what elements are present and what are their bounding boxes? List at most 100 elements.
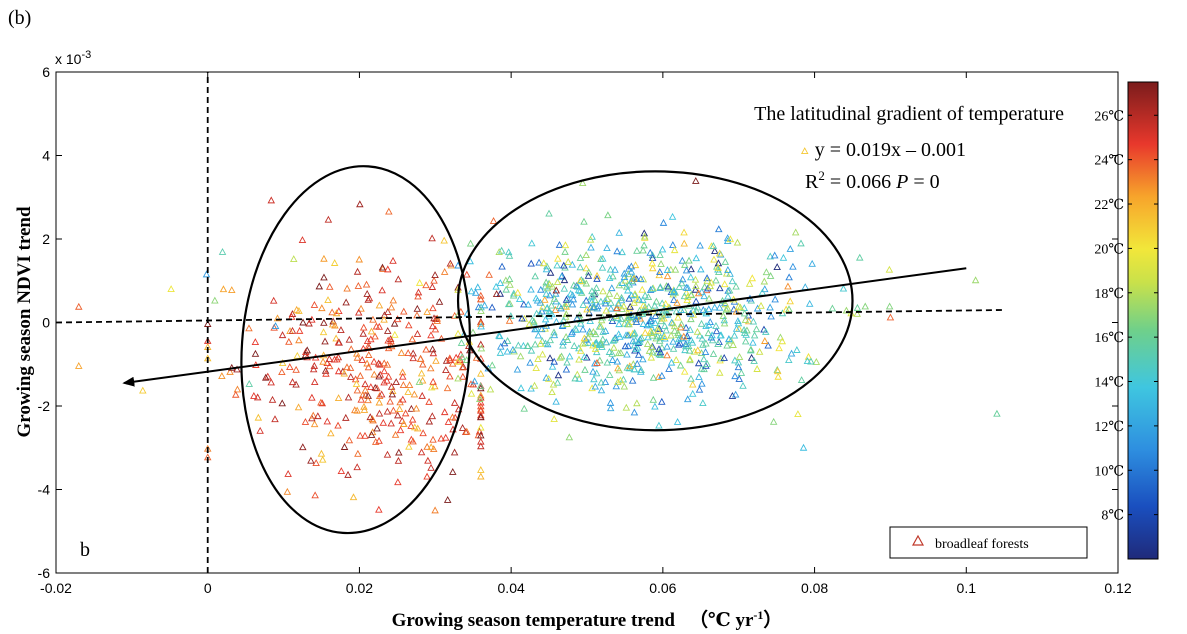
data-point-warm xyxy=(353,406,361,414)
data-point-cool xyxy=(692,297,700,305)
data-point-cool xyxy=(724,265,732,273)
data-point-warm xyxy=(440,408,449,416)
data-point-cool xyxy=(546,354,554,362)
data-point-cool xyxy=(580,334,589,342)
data-point-warm xyxy=(328,308,336,316)
data-point-warm xyxy=(384,307,392,315)
data-point-warm xyxy=(437,434,445,442)
data-point-cool xyxy=(551,289,560,297)
data-point-cool xyxy=(527,285,535,293)
data-point-warm xyxy=(271,415,279,423)
data-point-warm xyxy=(389,296,398,304)
data-point-cool xyxy=(608,349,616,357)
data-point-warm xyxy=(364,295,372,303)
data-point-sparse xyxy=(680,228,688,236)
data-point-cool xyxy=(636,335,644,343)
data-point-warm xyxy=(292,365,300,373)
data-point-sparse xyxy=(492,290,501,298)
data-points xyxy=(74,147,1001,514)
data-point-cool xyxy=(623,363,632,371)
data-point-cool xyxy=(480,301,489,309)
data-point-warm xyxy=(358,355,366,363)
data-point-sparse xyxy=(245,379,254,387)
colorbar-tick-label: 12℃ xyxy=(1094,420,1124,435)
data-point-cool xyxy=(570,341,578,349)
data-point-warm xyxy=(325,282,334,290)
data-point-cool xyxy=(634,350,643,358)
data-point-cool xyxy=(629,360,638,368)
data-point-cool xyxy=(542,289,550,297)
data-point-cool xyxy=(786,245,795,252)
data-point-cool xyxy=(662,326,670,334)
data-point-cool xyxy=(553,378,562,386)
data-point-warm xyxy=(431,271,439,279)
data-point-warm xyxy=(284,469,292,477)
data-point-cool xyxy=(670,286,678,294)
data-point-warm xyxy=(446,356,454,363)
data-point-warm xyxy=(391,330,399,338)
data-point-sparse xyxy=(211,296,219,304)
data-point-cool xyxy=(639,301,648,309)
data-point-warm xyxy=(459,362,468,370)
x-tick-label: 0.12 xyxy=(1104,580,1131,596)
data-point-warm xyxy=(450,448,459,456)
data-point-cool xyxy=(677,306,685,313)
data-point-warm xyxy=(363,359,371,367)
ellipse-cool-cluster xyxy=(456,170,854,432)
data-point-warm xyxy=(286,363,294,371)
annotation-title: The latitudinal gradient of temperature xyxy=(754,103,1064,125)
data-point-cool xyxy=(734,317,742,324)
data-point-warm xyxy=(423,472,431,480)
data-point-sparse xyxy=(489,217,498,224)
colorbar-tick-label: 14℃ xyxy=(1094,376,1124,391)
data-point-cool xyxy=(633,399,641,407)
data-point-cool xyxy=(663,266,672,273)
data-point-sparse xyxy=(167,285,175,293)
data-point-warm xyxy=(320,318,328,326)
data-point-cool xyxy=(631,261,640,269)
data-point-warm xyxy=(370,370,379,378)
data-point-cool xyxy=(650,301,659,309)
data-point-warm xyxy=(427,443,435,451)
data-point-cool xyxy=(681,346,689,354)
data-point-cool xyxy=(566,289,575,297)
data-point-cool xyxy=(712,327,721,335)
data-point-warm xyxy=(362,280,371,288)
data-point-cool xyxy=(766,272,775,279)
data-point-cool xyxy=(808,259,816,267)
data-point-warm xyxy=(364,396,372,404)
data-point-cool xyxy=(695,385,704,393)
data-point-warm xyxy=(361,386,370,394)
data-point-cool xyxy=(786,297,794,305)
x-tick-label: 0.08 xyxy=(801,580,828,596)
legend-label: broadleaf forests xyxy=(935,537,1029,552)
data-point-cool xyxy=(698,379,706,387)
data-point-cool xyxy=(651,319,660,327)
data-point-cool xyxy=(552,397,560,405)
data-point-warm xyxy=(315,282,324,290)
data-point-sparse xyxy=(506,280,514,288)
data-point-cool xyxy=(592,338,601,346)
data-point-warm xyxy=(418,391,426,399)
data-point-cool xyxy=(839,284,848,292)
data-point-cool xyxy=(503,337,512,344)
data-point-warm xyxy=(375,322,384,330)
data-point-warm xyxy=(320,254,328,262)
data-point-warm xyxy=(314,412,322,420)
data-point-warm xyxy=(387,382,396,390)
data-point-cool xyxy=(616,376,625,384)
data-point-warm xyxy=(293,351,302,359)
data-point-cool xyxy=(680,239,688,247)
data-point-sparse xyxy=(565,433,574,441)
data-point-cool xyxy=(721,300,730,308)
data-point-cool xyxy=(742,330,750,338)
data-point-cool xyxy=(767,312,775,320)
data-point-cool xyxy=(630,365,639,373)
data-point-cool xyxy=(674,340,683,348)
data-point-warm xyxy=(343,363,351,371)
data-point-cool xyxy=(559,341,567,349)
data-point-warm xyxy=(366,413,374,421)
data-point-sparse xyxy=(228,286,236,293)
data-point-cool xyxy=(529,318,538,326)
data-point-warm xyxy=(427,383,436,391)
